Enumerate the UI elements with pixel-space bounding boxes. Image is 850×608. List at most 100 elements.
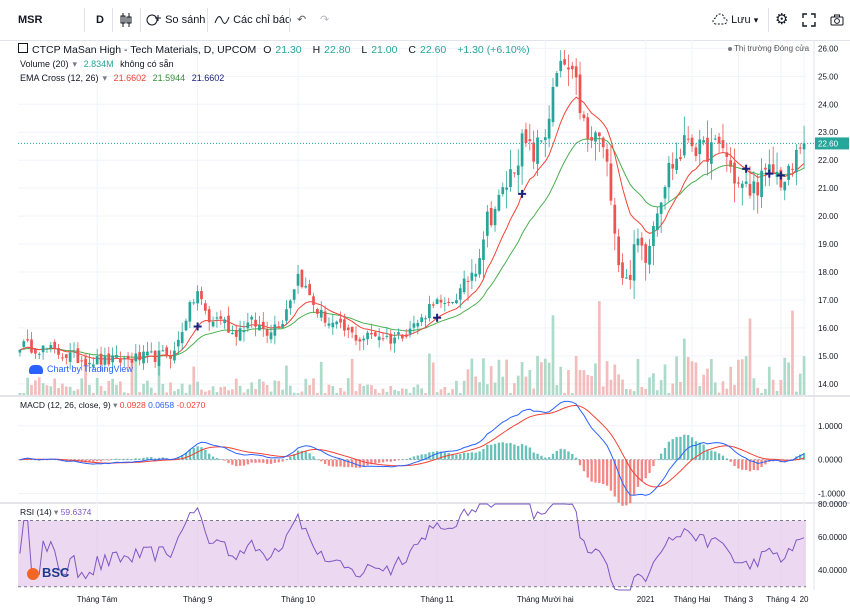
chart-canvas[interactable]: 14.00 15.00 16.00 17.00 18.00 19.00 20.00 21.00… xyxy=(0,40,850,608)
candle-body xyxy=(737,182,740,184)
settings-gear-icon[interactable]: ⚙ xyxy=(775,11,789,28)
legend-menu-icon[interactable]: ▾ xyxy=(102,73,108,83)
macd-histogram-bar xyxy=(447,453,450,460)
chevron-down-icon: ▾ xyxy=(753,15,759,25)
candle-body xyxy=(628,274,632,280)
volume-bar xyxy=(416,384,420,395)
snapshot-camera-icon[interactable] xyxy=(830,0,844,40)
volume-bar xyxy=(509,393,512,395)
macd-histogram-bar xyxy=(752,459,756,470)
last-price-badge xyxy=(815,137,849,150)
macd-histogram-bar xyxy=(262,459,265,463)
macd-histogram-bar xyxy=(339,459,342,467)
volume-bar xyxy=(122,392,126,395)
candle-body xyxy=(787,165,790,180)
macd-histogram-bar xyxy=(347,459,350,468)
volume-bar xyxy=(215,392,219,395)
macd-histogram-bar xyxy=(571,453,574,460)
candle-body xyxy=(323,311,327,323)
macd-histogram-bar xyxy=(119,459,122,460)
volume-bar xyxy=(439,389,443,395)
macd-histogram-bar xyxy=(231,459,234,465)
candle-body xyxy=(95,356,99,365)
candle-body xyxy=(400,334,404,339)
candle-body xyxy=(370,332,373,335)
fullscreen-icon[interactable] xyxy=(802,0,816,40)
macd-histogram-bar xyxy=(204,449,207,460)
redo-icon[interactable]: ↷ xyxy=(320,14,330,26)
volume-bar xyxy=(771,379,775,395)
volume-bar xyxy=(752,378,756,395)
candle-body xyxy=(501,187,505,195)
price-tick-label: 21.00 xyxy=(818,184,839,193)
volume-bar xyxy=(350,358,354,395)
volume-bar xyxy=(238,385,242,395)
volume-legend: Volume (20) ▾ 2.834M không có sẵn xyxy=(20,59,178,70)
ema-fast-line xyxy=(19,96,805,361)
indicators-button[interactable]: Các chỉ báo xyxy=(214,0,291,40)
volume-bar xyxy=(161,383,165,395)
interval-button[interactable]: D xyxy=(96,14,104,26)
candle-body xyxy=(57,347,60,355)
candle-body xyxy=(308,284,311,296)
save-label: Lưu xyxy=(731,14,751,26)
volume-bars xyxy=(18,301,806,395)
candle-body xyxy=(466,280,470,282)
volume-bar xyxy=(153,393,157,395)
tradingview-watermark[interactable]: Chart by TradingView xyxy=(29,364,133,375)
legend-menu-icon[interactable]: ▾ xyxy=(72,59,78,69)
tradingview-cloud-icon xyxy=(29,365,43,375)
ohlc-open: O 21.30 xyxy=(263,44,305,56)
volume-bar xyxy=(339,388,342,395)
time-tick-label: Tháng Tám xyxy=(77,595,118,604)
macd-histogram-bar xyxy=(559,448,562,460)
macd-histogram-bar xyxy=(717,453,721,460)
candle-body xyxy=(609,163,613,201)
candle-body xyxy=(748,183,752,196)
candle-body xyxy=(775,171,779,177)
macd-histogram-bar xyxy=(408,457,412,460)
volume-bar xyxy=(640,387,644,395)
macd-value-1: 0.0928 xyxy=(119,400,146,410)
undo-icon[interactable]: ↶ xyxy=(297,14,307,26)
macd-histogram-bar xyxy=(238,459,242,466)
volume-bar xyxy=(462,380,466,395)
macd-histogram-bar xyxy=(281,459,284,462)
candle-body xyxy=(794,149,798,173)
macd-histogram-bar xyxy=(710,450,713,460)
volume-bar xyxy=(188,384,192,395)
candle-body xyxy=(447,301,451,303)
rsi-pane xyxy=(18,503,806,591)
legend-menu-icon[interactable]: ▾ xyxy=(113,400,118,410)
chart-area[interactable]: 14.00 15.00 16.00 17.00 18.00 19.00 20.00 21.00… xyxy=(0,40,850,608)
volume-bar xyxy=(99,385,103,395)
volume-bar xyxy=(412,387,416,395)
symbol-search[interactable]: MSR xyxy=(18,14,43,26)
legend-menu-icon[interactable]: ▾ xyxy=(54,507,59,517)
volume-bar xyxy=(551,315,555,395)
candle-body xyxy=(540,140,543,142)
ohlc-close: C 22.60 xyxy=(408,44,450,56)
volume-bar xyxy=(547,362,551,395)
time-tick-label: Tháng Hai xyxy=(674,595,711,604)
volume-bar xyxy=(652,373,655,395)
volume-bar xyxy=(582,370,586,395)
volume-bar xyxy=(428,353,431,395)
volume-bar xyxy=(370,385,373,395)
candle-body xyxy=(122,358,126,360)
macd-histogram-bar xyxy=(605,459,609,486)
volume-bar xyxy=(400,388,404,395)
chart-menu-icon[interactable] xyxy=(18,43,28,53)
rsi-tick-label: 60.0000 xyxy=(818,533,847,542)
macd-histogram-bar xyxy=(397,459,400,461)
compare-button[interactable]: So sánh xyxy=(146,0,205,40)
volume-bar xyxy=(729,366,733,395)
chart-type-button[interactable] xyxy=(118,0,134,40)
macd-histogram-bar xyxy=(563,449,566,460)
volume-bar xyxy=(420,388,424,395)
macd-histogram-bar xyxy=(625,459,628,506)
candle-body xyxy=(215,317,219,319)
save-button[interactable]: Lưu ▾ xyxy=(712,0,758,40)
volume-bar xyxy=(505,359,508,395)
macd-histogram-bar xyxy=(486,444,489,460)
